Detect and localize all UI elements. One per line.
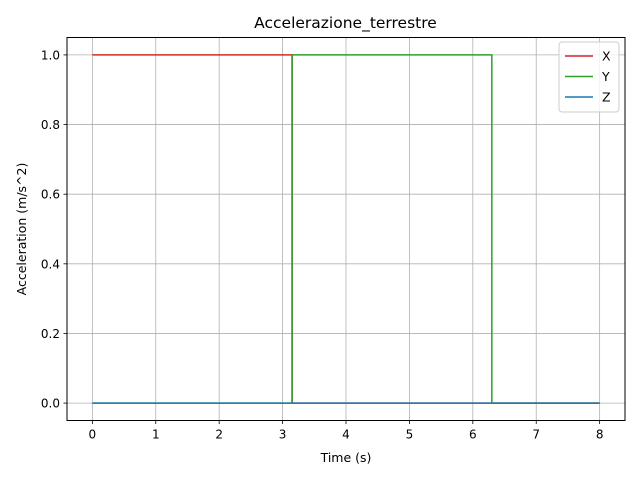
legend-label-x: X: [602, 49, 611, 64]
legend: XYZ: [558, 41, 620, 113]
x-tick-label: 7: [532, 428, 540, 442]
y-axis-ticks: 0.0 0.2 0.4 0.6 0.8 1.0: [41, 48, 67, 411]
y-tick-label: 0.8: [41, 118, 60, 132]
chart-title: Accelerazione_terrestre: [254, 14, 437, 33]
y-tick-label: 0.6: [41, 188, 60, 202]
x-tick-label: 3: [279, 428, 287, 442]
x-axis-ticks: 0 1 2 3 4 5 6 7 8: [89, 420, 604, 442]
x-tick-label: 5: [406, 428, 414, 442]
y-tick-label: 0.0: [41, 397, 60, 411]
x-tick-label: 8: [596, 428, 604, 442]
grid-lines: [67, 37, 625, 421]
y-tick-label: 0.4: [41, 257, 60, 271]
legend-label-y: Y: [601, 69, 610, 84]
y-tick-label: 1.0: [41, 48, 60, 62]
x-tick-label: 0: [89, 428, 97, 442]
x-tick-label: 1: [152, 428, 160, 442]
x-tick-label: 6: [469, 428, 477, 442]
x-tick-label: 4: [342, 428, 350, 442]
x-axis-label: Time (s): [320, 450, 372, 465]
y-axis-label: Acceleration (m/s^2): [14, 163, 29, 296]
x-tick-label: 2: [215, 428, 223, 442]
y-tick-label: 0.2: [41, 327, 60, 341]
legend-label-z: Z: [602, 90, 611, 105]
series-lines: [92, 54, 600, 404]
